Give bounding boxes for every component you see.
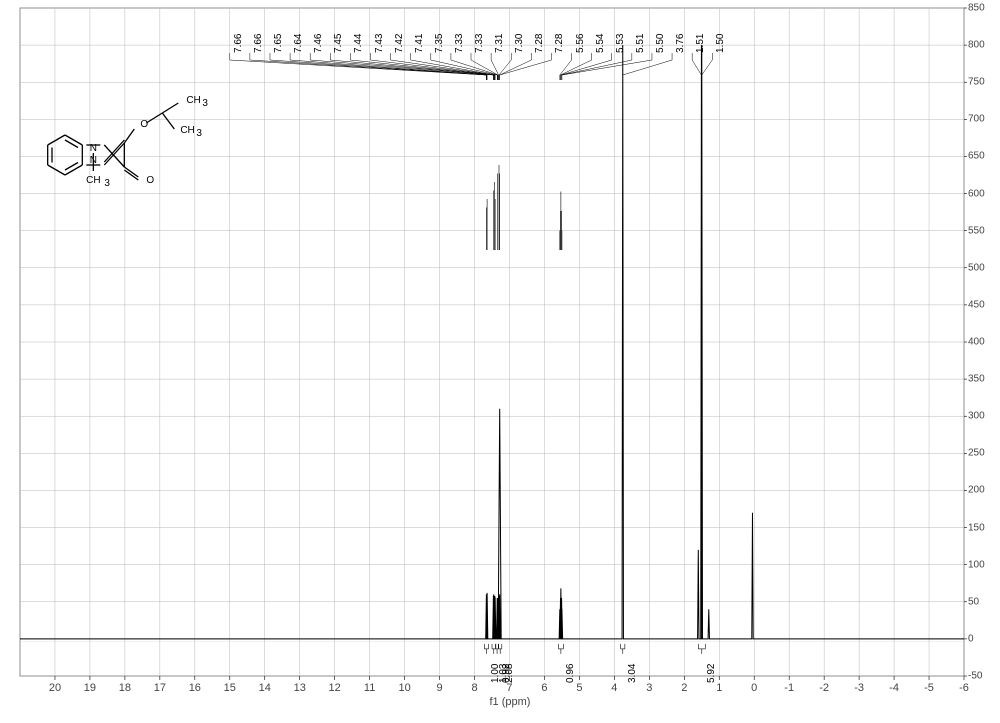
x-tick-label: 2 [681, 682, 687, 694]
integral-label: 3.04 [627, 663, 638, 682]
peak-label: 7.65 [273, 34, 284, 53]
x-tick-label: 18 [119, 682, 131, 694]
peak-label: 7.44 [353, 34, 364, 53]
peak-label: 7.33 [474, 34, 485, 53]
peak-label: 7.43 [374, 34, 385, 53]
y-tick-label: 0 [968, 633, 994, 644]
svg-text:3: 3 [104, 178, 110, 189]
x-tick-label: 7 [506, 682, 512, 694]
y-tick-label: 100 [968, 559, 994, 570]
peak-label: 7.42 [394, 34, 405, 53]
svg-text:CH: CH [186, 95, 200, 106]
svg-text:O: O [146, 175, 154, 186]
y-tick-label: 700 [968, 114, 994, 125]
x-tick-label: 5 [576, 682, 582, 694]
y-tick-label: 850 [968, 3, 994, 14]
peak-label: 1.50 [715, 34, 726, 53]
x-tick-label: 11 [364, 682, 375, 694]
integral-label: 0.96 [565, 663, 576, 682]
peak-label: 5.56 [575, 34, 586, 53]
x-tick-label: 10 [398, 682, 410, 694]
x-tick-label: -2 [819, 682, 829, 694]
svg-text:3: 3 [196, 128, 202, 139]
peak-label: 1.51 [695, 34, 706, 53]
peak-label: 5.54 [595, 34, 606, 53]
x-tick-label: 12 [329, 682, 341, 694]
peak-label: 7.35 [434, 34, 445, 53]
x-tick-label: 4 [611, 682, 617, 694]
x-tick-label: 16 [189, 682, 201, 694]
x-tick-label: 15 [224, 682, 236, 694]
x-axis-label: f1 (ppm) [489, 696, 530, 708]
x-tick-label: -4 [889, 682, 899, 694]
x-tick-label: 20 [49, 682, 61, 694]
peak-label: 5.53 [615, 34, 626, 53]
svg-text:CH: CH [86, 175, 100, 186]
peak-label: 5.50 [655, 34, 666, 53]
integral-label: 5.92 [706, 663, 717, 682]
x-tick-label: 13 [294, 682, 306, 694]
y-tick-label: 400 [968, 337, 994, 348]
peak-label: 7.31 [494, 34, 505, 53]
y-tick-label: 200 [968, 485, 994, 496]
y-tick-label: 50 [968, 596, 994, 607]
x-tick-label: 17 [154, 682, 166, 694]
x-tick-label: -6 [959, 682, 969, 694]
svg-text:3: 3 [202, 98, 208, 109]
x-tick-label: 0 [751, 682, 757, 694]
x-tick-label: 14 [259, 682, 271, 694]
y-tick-label: 500 [968, 262, 994, 273]
integral-label: 2.08 [504, 663, 515, 682]
y-tick-label: 300 [968, 411, 994, 422]
y-tick-label: 750 [968, 77, 994, 88]
svg-text:CH: CH [180, 125, 194, 136]
x-tick-label: -3 [854, 682, 864, 694]
peak-label: 7.28 [554, 34, 565, 53]
peak-label: 7.64 [293, 34, 304, 53]
peak-label: 3.76 [675, 34, 686, 53]
x-tick-label: 19 [84, 682, 96, 694]
x-tick-label: 9 [436, 682, 442, 694]
x-tick-label: 1 [716, 682, 722, 694]
x-tick-label: 3 [646, 682, 652, 694]
y-tick-label: 650 [968, 151, 994, 162]
peak-label: 5.51 [635, 34, 646, 53]
svg-text:O: O [140, 119, 148, 130]
y-tick-label: 250 [968, 448, 994, 459]
y-tick-label: 600 [968, 188, 994, 199]
x-tick-label: 6 [541, 682, 547, 694]
y-tick-label: 350 [968, 374, 994, 385]
y-tick-label: 800 [968, 40, 994, 51]
peak-label: 7.66 [233, 34, 244, 53]
peak-label: 7.45 [333, 34, 344, 53]
peak-label: 7.41 [414, 34, 425, 53]
x-tick-label: -5 [924, 682, 934, 694]
y-tick-label: 450 [968, 299, 994, 310]
peak-label: 7.66 [253, 34, 264, 53]
y-tick-label: 550 [968, 225, 994, 236]
y-tick-label: -50 [968, 671, 994, 682]
x-tick-label: 8 [471, 682, 477, 694]
peak-label: 7.33 [454, 34, 465, 53]
y-tick-label: 150 [968, 522, 994, 533]
peak-label: 7.28 [534, 34, 545, 53]
peak-label: 7.46 [313, 34, 324, 53]
peak-label: 7.30 [514, 34, 525, 53]
x-tick-label: -1 [784, 682, 794, 694]
